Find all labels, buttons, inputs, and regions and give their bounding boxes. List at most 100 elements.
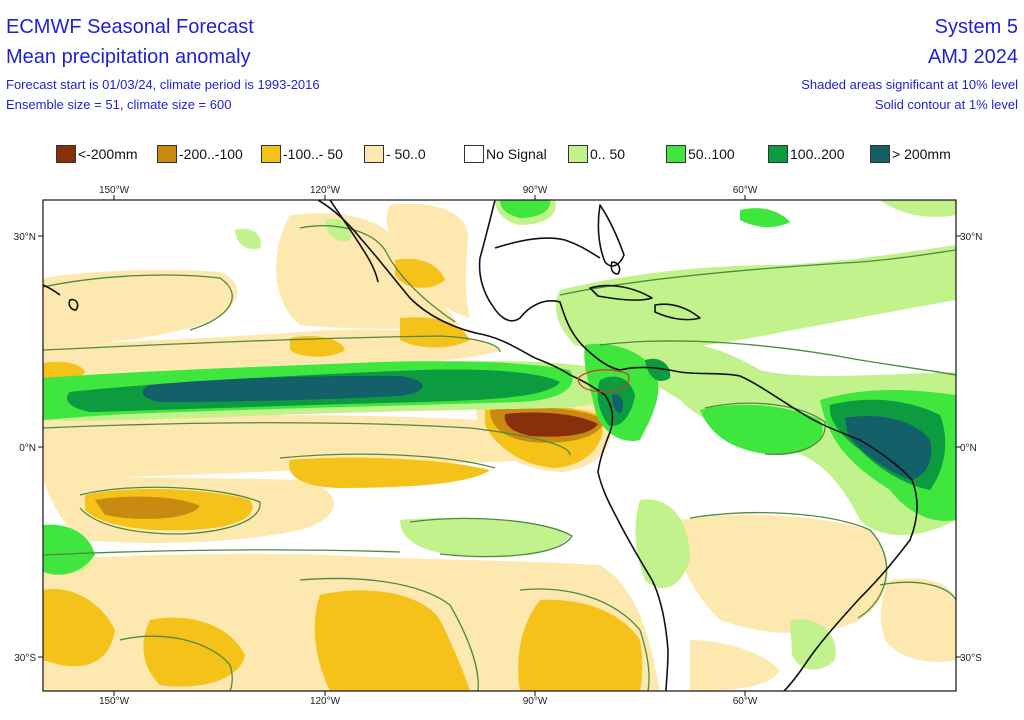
lon-label-bottom: 150°W — [99, 696, 130, 707]
dry-area — [43, 329, 500, 380]
contour-line — [299, 577, 479, 691]
lat-label-right: 30°N — [960, 232, 982, 243]
legend-item-no-signal: No Signal — [464, 144, 547, 164]
dry-area — [518, 599, 643, 691]
wet-core — [845, 416, 932, 480]
lon-label-top: 120°W — [310, 185, 341, 196]
dry-area — [276, 213, 460, 329]
contour-line — [299, 225, 456, 323]
wet-area — [880, 200, 956, 217]
ensemble-info: Ensemble size = 51, climate size = 600 — [6, 97, 232, 112]
wet-area — [235, 228, 261, 250]
wet-area — [400, 518, 570, 557]
wet-area — [500, 200, 551, 218]
wet-area — [740, 208, 790, 228]
legend-item-200-100: -200..-100 — [157, 144, 243, 164]
coastline-hawaii — [43, 284, 61, 296]
wet-area — [43, 524, 95, 575]
contour-line — [689, 511, 887, 619]
season-label: AMJ 2024 — [927, 46, 1018, 68]
coastline-gulf-mexico — [478, 200, 621, 371]
coastline-bahamas — [610, 261, 621, 275]
lon-label-bottom: 120°W — [310, 696, 341, 707]
wet-core — [612, 394, 623, 413]
contour-line — [559, 249, 956, 296]
legend-swatch — [157, 145, 177, 163]
legend-swatch — [56, 145, 76, 163]
lon-label-top: 150°W — [99, 185, 130, 196]
wet-area — [325, 218, 351, 242]
shade-note: Shaded areas significant at 10% level — [801, 77, 1018, 92]
dry-area — [43, 270, 238, 345]
wet-area — [635, 499, 690, 589]
wet-core — [142, 375, 423, 402]
dry-area — [395, 258, 445, 288]
legend-item-50-0: - 50..0 — [364, 144, 426, 164]
coastline-cuba — [589, 284, 653, 301]
lon-label-bottom: 90°W — [523, 696, 548, 707]
map-title: ECMWF Seasonal Forecast — [6, 16, 254, 38]
legend-item-gt-200: > 200mm — [870, 144, 951, 164]
contour-line — [119, 635, 233, 691]
legend-item-lt-200: <-200mm — [56, 144, 138, 164]
system-label: System 5 — [934, 16, 1018, 38]
coastline-south-america-east — [619, 366, 918, 691]
contour-line — [43, 274, 233, 331]
contour-line — [519, 588, 650, 691]
dry-strong-areas — [95, 407, 605, 519]
legend-swatch — [464, 145, 484, 163]
contour-line — [79, 486, 261, 535]
map-subtitle: Mean precipitation anomaly — [6, 46, 251, 68]
lon-label-top: 90°W — [523, 185, 548, 196]
legend-swatch — [568, 145, 588, 163]
axis-ticks — [38, 195, 961, 696]
contour-line — [409, 517, 573, 558]
legend-swatch — [768, 145, 788, 163]
highlight-region-box — [577, 369, 630, 393]
lat-label-left: 30°S — [14, 653, 36, 664]
contour-line — [43, 549, 401, 556]
legend-item-100-200: 100..200 — [768, 144, 845, 164]
contour-note: Solid contour at 1% level — [874, 97, 1018, 112]
map-frame — [42, 199, 957, 692]
significance-contours — [43, 225, 956, 691]
wet-area — [700, 404, 823, 455]
legend-swatch — [870, 145, 890, 163]
wet-area — [555, 245, 956, 351]
dry-area — [880, 578, 956, 662]
coastlines — [43, 200, 918, 691]
lon-label-bottom: 60°W — [733, 696, 758, 707]
coastline-west-americas — [317, 200, 669, 691]
dry-area — [43, 589, 115, 667]
forecast-info: Forecast start is 01/03/24, climate peri… — [6, 77, 320, 92]
contour-line — [704, 402, 826, 455]
wet-extreme-areas — [142, 375, 932, 480]
lat-label-left: 0°N — [19, 443, 36, 454]
contour-line — [599, 340, 956, 376]
contour-line — [879, 581, 956, 601]
legend-swatch — [666, 145, 686, 163]
dry-area — [314, 590, 470, 691]
legend-item-0-50: 0.. 50 — [568, 144, 625, 164]
dry-area — [95, 496, 200, 519]
dry-area — [386, 203, 470, 318]
dry-area — [289, 457, 490, 488]
legend-item-50-100: 50..100 — [666, 144, 735, 164]
dry-area — [143, 617, 245, 687]
dry-area — [679, 514, 889, 634]
lon-label-top: 60°W — [733, 185, 758, 196]
wet-area — [790, 619, 836, 670]
coastline-baja-california — [329, 200, 379, 283]
dry-core — [504, 412, 598, 437]
coastline-hawaii-island — [68, 298, 79, 311]
legend-item-100-50: -100..- 50 — [261, 144, 343, 164]
contour-line — [43, 335, 501, 353]
contour-line — [279, 453, 496, 469]
coastline-gulf-north — [494, 237, 601, 259]
legend-swatch — [261, 145, 281, 163]
dry-area — [290, 336, 345, 357]
dry-area — [690, 640, 780, 691]
lat-label-left: 30°N — [14, 232, 36, 243]
legend-swatch — [364, 145, 384, 163]
